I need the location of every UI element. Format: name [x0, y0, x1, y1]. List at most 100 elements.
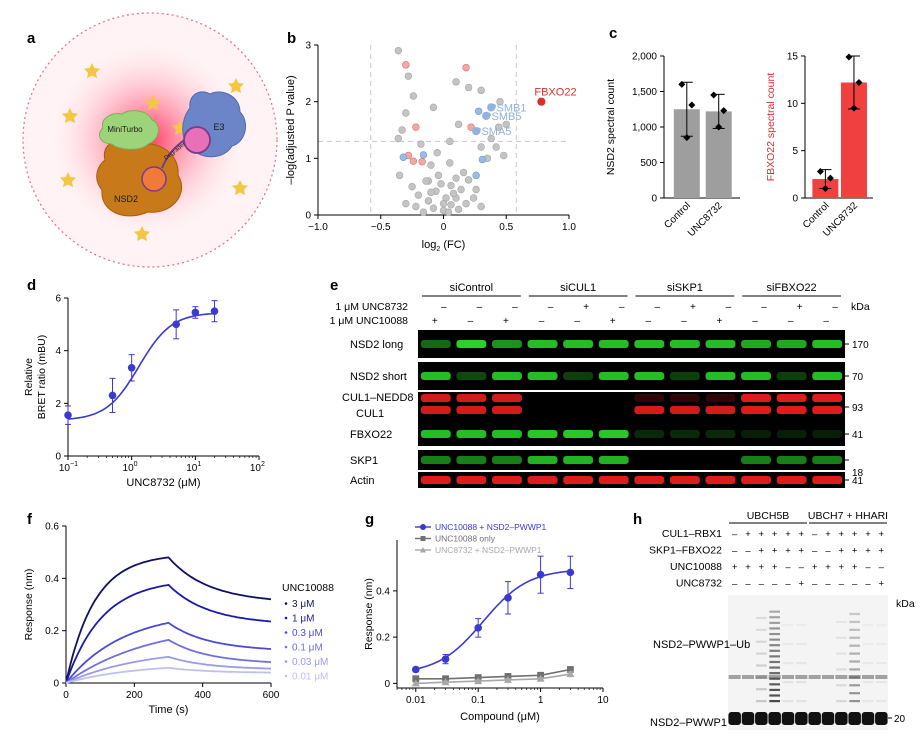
reagent-sign: +	[812, 562, 818, 573]
blot-label-2: CUL1	[356, 408, 384, 420]
blot-band	[669, 372, 700, 380]
x-axis-title-main: log	[422, 239, 437, 251]
reagent-sign: –	[812, 529, 818, 540]
y-tick-label: 0	[384, 679, 390, 690]
protein-point	[408, 182, 416, 191]
blot-band	[812, 372, 843, 380]
data-point	[566, 670, 575, 678]
ubiquitin-ladder-band	[849, 612, 860, 616]
protein-point	[487, 134, 495, 143]
highlight-point	[472, 127, 481, 136]
x-tick-label: 1.0	[562, 222, 576, 233]
x-tick-exponent: 2	[261, 461, 265, 468]
blot-label: SKP1	[350, 455, 378, 467]
ubiquitin-ladder-band	[769, 627, 780, 630]
protein-point	[446, 137, 454, 146]
sensorgram-curve	[65, 621, 272, 684]
blot-band	[705, 372, 736, 380]
nsd2-label: NSD2	[114, 194, 138, 204]
y-tick-label: 0	[792, 194, 798, 205]
sirna-group-label: siControl	[450, 282, 493, 294]
biotin-stars	[60, 63, 248, 242]
y-tick-label: 0	[651, 194, 657, 205]
ubiquitin-ladder-band	[836, 684, 847, 687]
x-tick-label: 10	[597, 695, 609, 706]
y-tick-label: 1,000	[632, 123, 657, 134]
ubiquitin-ladder-band	[836, 636, 847, 639]
protein-point	[457, 185, 465, 194]
ub-band	[755, 675, 768, 679]
highlight-label: FBXO22	[534, 87, 576, 99]
category-label: Control	[662, 200, 693, 231]
mw-label: 41	[852, 476, 864, 487]
highlight-point	[482, 111, 491, 120]
ub-band	[848, 675, 861, 679]
protein-point-enriched	[402, 61, 410, 69]
ub-band	[728, 675, 741, 679]
x-tick-label: 0.1	[471, 695, 485, 706]
x-tick-label: 10	[59, 463, 71, 474]
protein-point	[500, 151, 508, 160]
panel-letter-f: f	[27, 511, 33, 528]
reagent-sign: +	[785, 546, 791, 557]
blot-band	[776, 456, 807, 464]
panel-a: a MiniTurbo E3 Degrader NSD2	[22, 12, 278, 268]
reagent-label: UNC8732	[676, 578, 722, 590]
ubiquitin-ladder-band	[849, 668, 860, 671]
blot-strip	[418, 330, 845, 358]
blot-band	[634, 394, 665, 402]
replicate-point	[715, 123, 723, 131]
reagent-sign: +	[879, 546, 885, 557]
reagent-sign: +	[799, 529, 805, 540]
miniturbo-label: MiniTurbo	[107, 125, 143, 134]
x-tick-label: −0.5	[371, 222, 391, 233]
blot-band	[456, 394, 487, 402]
blot-band	[598, 456, 629, 464]
reagent-sign: +	[852, 529, 858, 540]
protein-point-enriched	[409, 157, 418, 165]
protein-point-enriched	[418, 158, 426, 166]
ubiquitin-ladder-band	[862, 681, 874, 684]
ub-band	[808, 675, 821, 679]
legend-marker	[284, 645, 288, 649]
treatment-sign: –	[832, 302, 838, 313]
blot-band	[812, 340, 843, 348]
x-tick-label: 10	[123, 463, 135, 474]
protein-point	[404, 72, 413, 80]
data-point	[411, 665, 420, 674]
blot-label: Actin	[350, 475, 374, 487]
proteasome-point	[399, 153, 408, 161]
treatment-sign: –	[655, 302, 661, 313]
protein-point	[462, 199, 470, 208]
protein-point	[394, 46, 403, 55]
blot-band	[776, 394, 807, 402]
blot-band	[741, 406, 771, 414]
reagent-sign: +	[839, 562, 845, 573]
ubiquitin-ladder-band	[849, 636, 860, 639]
ubiquitin-ladder-band	[782, 681, 794, 684]
ubiquitin-ladder-band	[782, 700, 794, 703]
e2-group-label: UBCH5B	[747, 510, 790, 522]
sensorgram-curve	[65, 638, 272, 684]
treatment-sign: +	[717, 316, 723, 327]
blot-band	[741, 430, 771, 438]
x-tick-label: 400	[194, 690, 211, 701]
legend-marker	[284, 602, 288, 605]
blot-band	[456, 430, 487, 438]
ubiquitin-ladder-band	[769, 666, 780, 669]
series-curve	[415, 570, 571, 670]
y-tick-label: 15	[787, 52, 799, 63]
protein-point	[429, 103, 438, 112]
protein-point	[437, 180, 445, 188]
blot-band	[598, 430, 629, 438]
blot-band	[776, 406, 807, 414]
protein-point	[447, 181, 455, 190]
legend-marker	[284, 616, 288, 620]
ubiquitin-ladder-band	[849, 620, 860, 624]
y-axis-title: NSD2 spectral count	[605, 79, 617, 175]
mw-label: 18	[852, 468, 864, 479]
highlight-point	[537, 97, 546, 106]
ubiquitin-ladder-band	[849, 628, 860, 631]
data-point	[108, 391, 117, 400]
